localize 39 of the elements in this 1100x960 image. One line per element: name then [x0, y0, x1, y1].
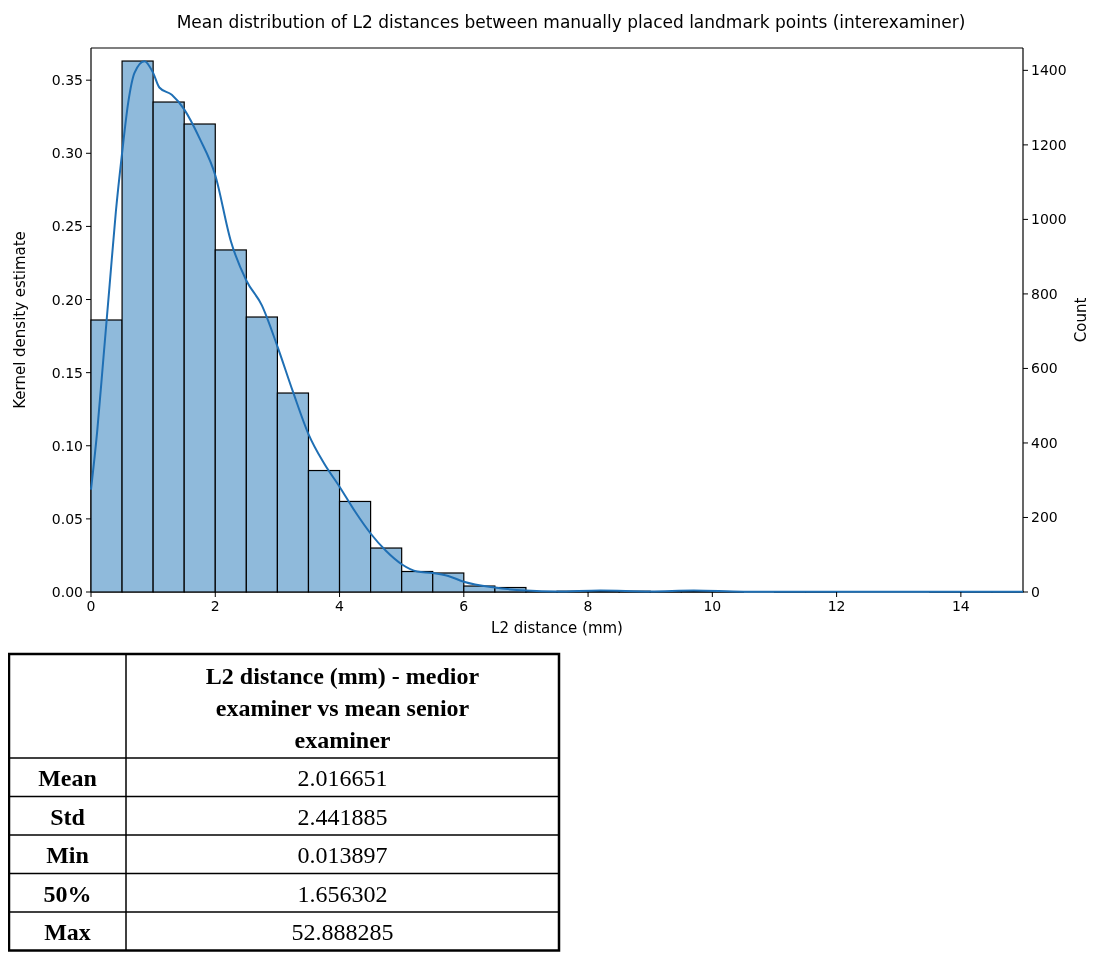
- x-tick-label: 4: [335, 598, 345, 614]
- x-tick-label: 6: [459, 598, 469, 614]
- x-tick-label: 2: [210, 598, 220, 614]
- y2-tick-label: 0: [1031, 584, 1040, 600]
- y-tick-label: 0.20: [51, 291, 83, 308]
- y-tick-label: 0.00: [51, 584, 83, 600]
- y-tick-label: 0.10: [51, 437, 83, 454]
- y-tick-label: 0.30: [51, 145, 83, 162]
- y2-tick-label: 800: [1031, 285, 1058, 302]
- x-axis-title: L2 distance (mm): [491, 619, 623, 637]
- x-tick-label: 8: [583, 598, 593, 614]
- x-tick-label: 12: [827, 598, 846, 614]
- y2-tick-label: 400: [1031, 434, 1058, 451]
- data-label: 0.013897: [297, 842, 388, 868]
- y-tick-label: 0.25: [51, 218, 83, 235]
- chart-title: Mean distribution of L2 distances between manually placed landmark points (interexaminer): [176, 12, 966, 32]
- category-label: Mean: [38, 765, 97, 791]
- category-label: Min: [46, 842, 89, 868]
- category-label: Std: [50, 803, 86, 830]
- y-tick-label: 0.35: [51, 72, 83, 89]
- y2-tick-label: 200: [1031, 509, 1058, 526]
- x-tick-label: 0: [86, 598, 96, 614]
- y2-tick-label: 1400: [1031, 62, 1067, 79]
- category-label: Max: [44, 919, 91, 945]
- y2-tick-label: 600: [1031, 360, 1058, 377]
- y2-tick-label: 1200: [1031, 136, 1067, 153]
- data-label: 52.888285: [291, 919, 394, 945]
- y2-tick-label: 1000: [1031, 211, 1067, 228]
- y-tick-label: 0.05: [51, 510, 83, 527]
- text: L2 distance (mm) - medior examiner vs mean senior examiner: [205, 663, 480, 753]
- data-label: 2.441885: [297, 803, 388, 830]
- category-label: 50%: [43, 880, 92, 907]
- x-tick-label: 10: [703, 598, 722, 614]
- x-tick-label: 14: [951, 598, 970, 614]
- y-tick-label: 0.15: [51, 364, 83, 381]
- data-label: 2.016651: [297, 765, 388, 791]
- y-axis-title: Kernel density estimate: [11, 231, 29, 409]
- data-label: 1.656302: [297, 880, 388, 907]
- y2-axis-title: Count: [1072, 297, 1090, 343]
